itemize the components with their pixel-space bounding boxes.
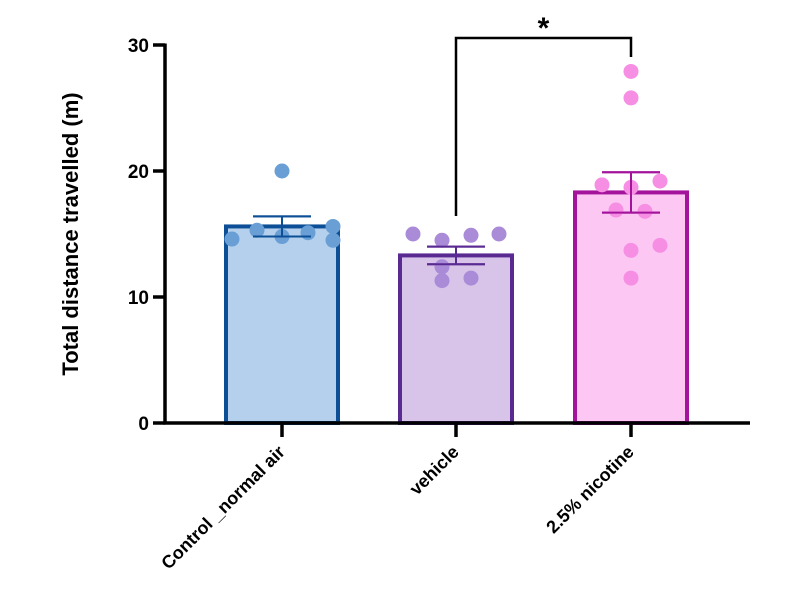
data-point bbox=[491, 226, 507, 242]
data-point bbox=[652, 237, 668, 253]
data-points bbox=[224, 63, 668, 289]
data-point bbox=[463, 270, 479, 286]
y-axis: 0 10 20 30 bbox=[128, 36, 167, 435]
bar bbox=[398, 253, 514, 425]
data-point bbox=[300, 225, 316, 241]
data-point bbox=[434, 259, 450, 275]
bar bbox=[573, 190, 689, 425]
significance-star: * bbox=[538, 12, 550, 45]
data-point bbox=[623, 242, 639, 258]
data-point bbox=[405, 226, 421, 242]
data-point bbox=[325, 218, 341, 234]
data-point bbox=[249, 222, 265, 238]
data-point bbox=[434, 232, 450, 248]
y-tick-label: 20 bbox=[128, 162, 149, 183]
data-point bbox=[434, 273, 450, 289]
category-label: 2.5% nicotine bbox=[542, 442, 637, 537]
y-axis-label: Total distance travelled (m) bbox=[58, 92, 83, 375]
x-axis: Control _normal air vehicle 2.5% nicotine bbox=[157, 421, 750, 574]
data-point bbox=[325, 232, 341, 248]
bars bbox=[224, 171, 689, 425]
data-point bbox=[224, 231, 240, 247]
data-point bbox=[623, 63, 639, 79]
data-point bbox=[608, 202, 624, 218]
data-point bbox=[623, 90, 639, 106]
y-tick-label: 10 bbox=[128, 288, 149, 309]
bar bbox=[224, 224, 340, 425]
data-point bbox=[652, 173, 668, 189]
data-point bbox=[623, 270, 639, 286]
significance-annotation: * bbox=[454, 12, 633, 216]
data-point bbox=[594, 177, 610, 193]
y-tick-label: 0 bbox=[138, 414, 149, 435]
category-label: vehicle bbox=[406, 442, 463, 499]
data-point bbox=[274, 163, 290, 179]
significance-bracket bbox=[454, 36, 633, 216]
category-label: Control _normal air bbox=[157, 442, 289, 574]
y-tick-label: 30 bbox=[128, 36, 149, 57]
data-point bbox=[637, 203, 653, 219]
data-point bbox=[463, 227, 479, 243]
